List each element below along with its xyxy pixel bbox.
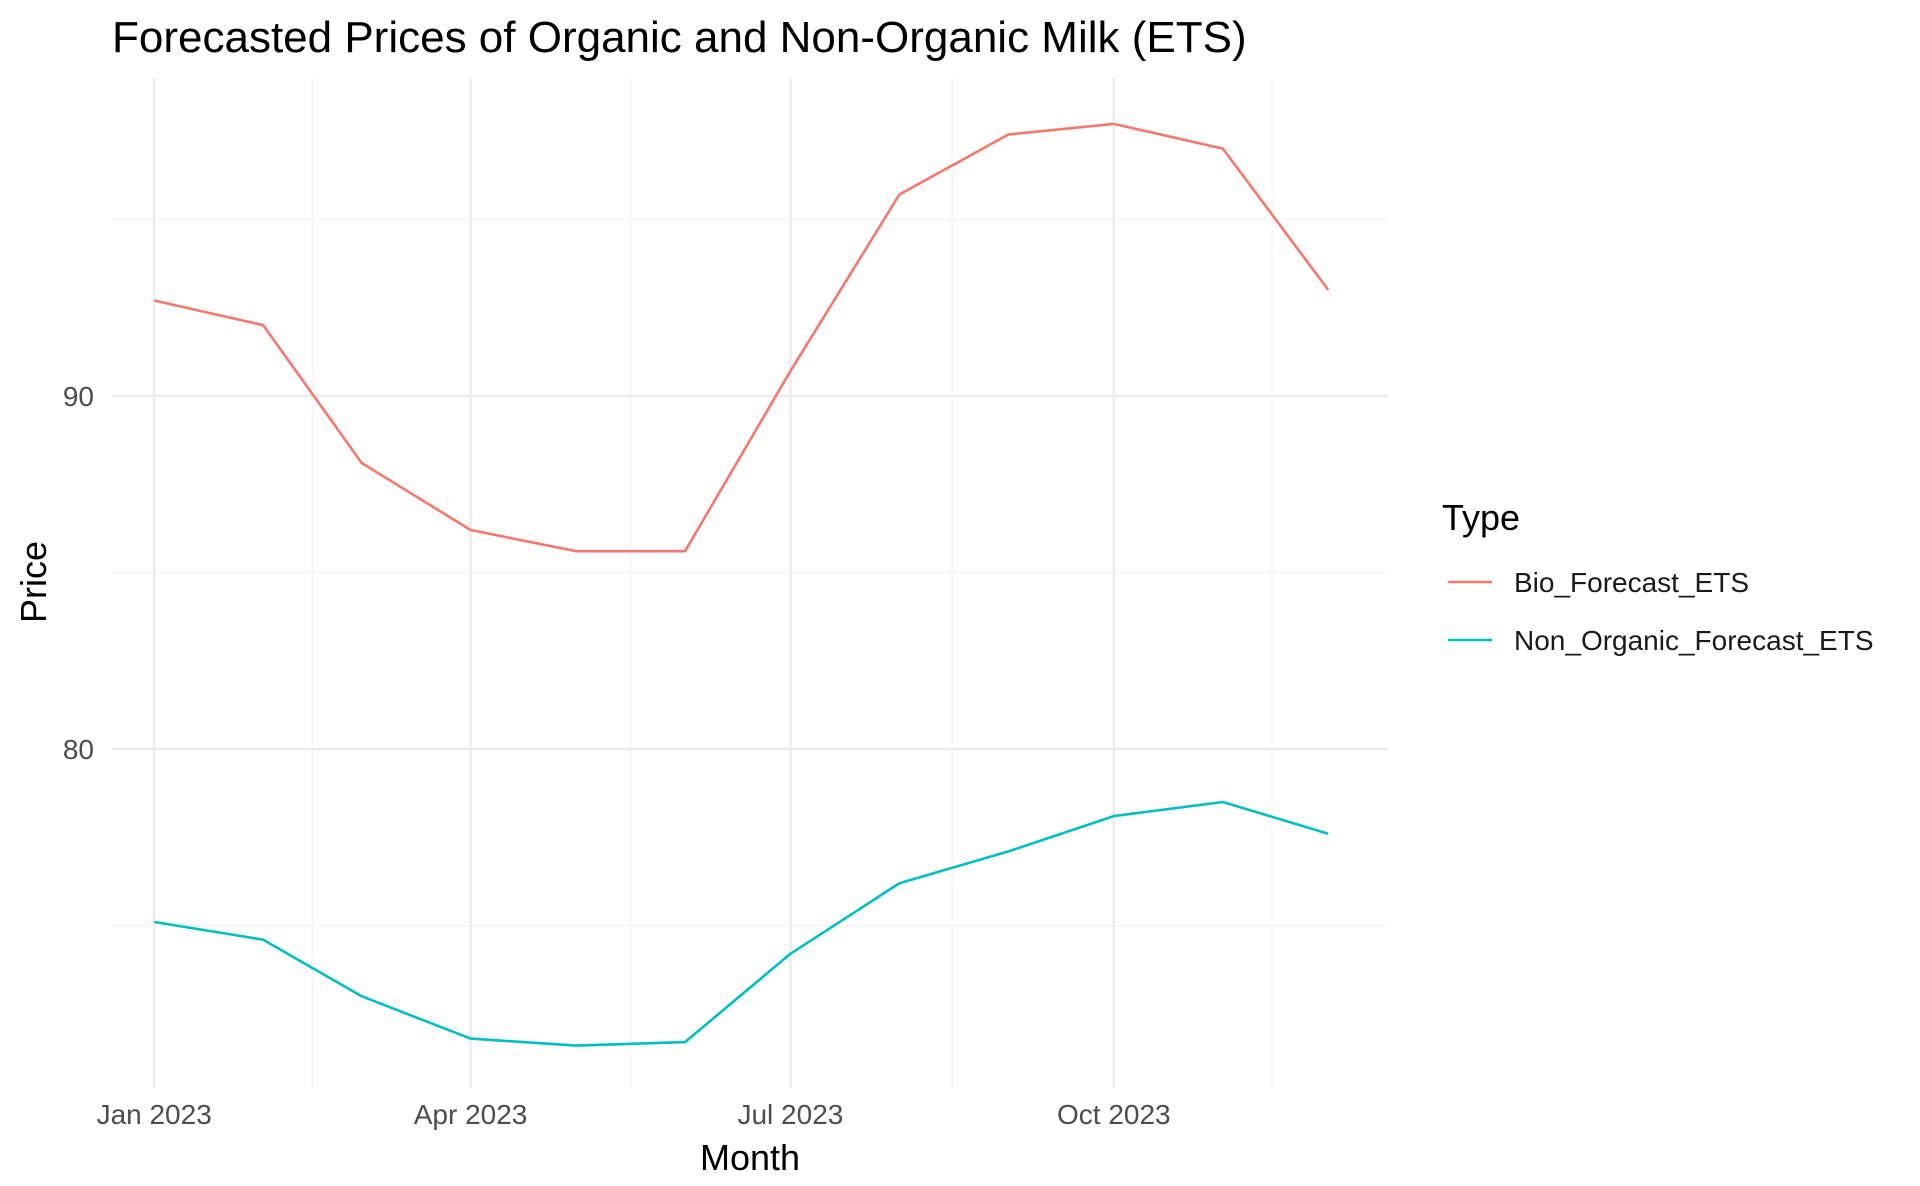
legend-label: Non_Organic_Forecast_ETS — [1514, 625, 1874, 656]
x-axis-title: Month — [700, 1137, 800, 1178]
y-tick-label: 90 — [63, 381, 94, 412]
x-axis-ticks: Jan 2023 Apr 2023 Jul 2023 Oct 2023 — [97, 1099, 1171, 1130]
legend-item: Bio_Forecast_ETS — [1448, 567, 1749, 598]
y-axis-title: Price — [13, 541, 54, 623]
legend-title: Type — [1442, 497, 1520, 538]
x-tick-label: Jul 2023 — [737, 1099, 843, 1130]
legend: Type Bio_Forecast_ETS Non_Organic_Forecas… — [1442, 497, 1874, 656]
x-tick-label: Oct 2023 — [1057, 1099, 1171, 1130]
legend-item: Non_Organic_Forecast_ETS — [1448, 625, 1874, 656]
series-lines — [153, 122, 1330, 1047]
x-tick-label: Jan 2023 — [97, 1099, 212, 1130]
chart-title: Forecasted Prices of Organic and Non-Org… — [112, 13, 1247, 62]
series-line-bio-forecast-ets — [153, 122, 1330, 553]
major-grid — [112, 78, 1388, 1088]
legend-label: Bio_Forecast_ETS — [1514, 567, 1749, 598]
series-line-non-organic-forecast-ets — [153, 800, 1329, 1047]
y-tick-label: 80 — [63, 734, 94, 765]
minor-grid — [112, 78, 1388, 1088]
legend-items: Bio_Forecast_ETS Non_Organic_Forecast_ETS — [1448, 567, 1874, 656]
x-tick-label: Apr 2023 — [414, 1099, 528, 1130]
y-axis-ticks: 80 90 — [63, 381, 94, 765]
